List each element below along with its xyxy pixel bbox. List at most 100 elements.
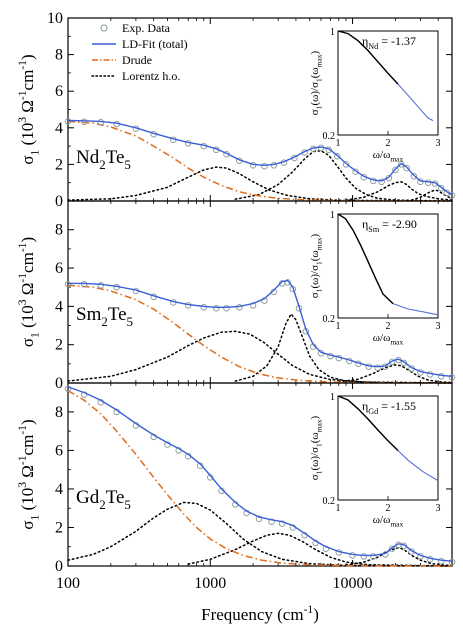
inset-y-label-part: max	[315, 419, 324, 432]
y-tick-label: 10	[47, 10, 63, 27]
y-tick-label: 2	[55, 156, 63, 173]
y-axis-label: σ1 (103 Ω-1cm-1)	[16, 237, 42, 347]
x-axis-label-part: Frequency (cm	[201, 605, 303, 624]
y-axis-label: σ1 (103 Ω-1cm-1)	[16, 54, 42, 164]
exp-data-point	[325, 146, 332, 154]
exp-data-point	[437, 184, 445, 192]
y-axis-label-part: -1	[16, 273, 29, 283]
exp-data-point	[352, 168, 359, 175]
inset-y-label-part: σ	[309, 474, 321, 480]
inset-x-tick-label: 3	[436, 138, 441, 149]
y-tick-label: 4	[55, 120, 63, 137]
inset-y-label-part: 1	[315, 288, 324, 292]
exp-data-point	[400, 542, 408, 550]
exp-data-point	[378, 178, 385, 186]
y-tick-label: 8	[55, 404, 63, 421]
y-axis-label-part: 1	[28, 332, 41, 338]
exp-data-point	[349, 552, 356, 559]
exp-data-point	[333, 152, 341, 160]
y-axis-label-part: σ	[18, 520, 37, 529]
y-axis-label-part: (10	[18, 488, 37, 515]
inset-x-label: ω/ωmax	[373, 332, 404, 347]
inset-y-label-part: max	[315, 237, 324, 250]
y-axis-label-part: (10	[18, 305, 37, 332]
y-tick-label: 4	[55, 481, 63, 498]
exp-data-point	[80, 281, 88, 288]
lorentz-curve	[187, 532, 453, 567]
inset-x-label: ω/ωmax	[373, 149, 404, 164]
exp-data-point	[64, 118, 72, 125]
legend-label: Lorentz h.o.	[122, 69, 180, 83]
inset-y-label-part: 1	[315, 470, 324, 474]
inset-x-tick-label: 3	[436, 321, 441, 332]
inset-exponent-label-part: Sm	[368, 225, 380, 234]
inset-x-label-part: ω/ω	[373, 332, 391, 344]
exp-data-point	[398, 161, 405, 168]
inset-frame	[337, 395, 439, 501]
inset-y-label-part: (ω	[309, 67, 321, 78]
inset-x-label-part: max	[390, 338, 403, 347]
y-axis-label-part: cm	[18, 70, 37, 91]
x-axis-label: Frequency (cm-1)	[201, 603, 319, 624]
inset-x-tick-label: 1	[336, 503, 341, 514]
material-label-part: Nd	[76, 147, 100, 168]
y-axis-label-part: 1	[28, 149, 41, 155]
inset-exponent-label: ηGd = -1.55	[362, 399, 416, 416]
drude-curve	[67, 284, 453, 384]
ld-fit-curve	[67, 119, 453, 196]
y-axis-label: σ1 (103 Ω-1cm-1)	[16, 419, 42, 529]
y-axis-label-part: 1	[28, 514, 41, 520]
material-label-part: Sm	[76, 304, 102, 325]
exp-data-point	[80, 118, 88, 126]
inset-y-label-part: (ω	[309, 432, 321, 443]
drude-curve	[67, 120, 453, 202]
y-tick-label: 0	[55, 193, 63, 210]
exp-data-point	[374, 364, 381, 371]
material-label: Nd2Te5	[76, 147, 131, 172]
lorentz-curve	[67, 166, 453, 202]
inset-y-label-part: (ω)/σ	[309, 447, 321, 471]
material-label-part: Te	[108, 304, 127, 325]
exp-data-point	[284, 279, 291, 286]
inset-exponent-label: ηSm = -2.90	[362, 217, 417, 234]
inset-y-label: σ1(ω)/σ1(ωmax)	[309, 415, 324, 480]
inset-x-label-part: max	[390, 520, 403, 529]
inset-y-label-part: )	[309, 50, 321, 54]
y-axis-label-part: σ	[18, 338, 37, 347]
y-axis-label-part: -1	[16, 60, 29, 70]
legend-label: Exp. Data	[122, 21, 171, 35]
y-tick-label: 0	[55, 558, 63, 575]
inset-exponent-label-part: η	[362, 399, 368, 413]
inset-x-tick-label: 1	[336, 138, 341, 149]
inset-y-label-part: )	[309, 233, 321, 237]
inset-exponent-label-part: = -1.37	[378, 34, 416, 48]
y-tick-label: 0	[55, 375, 63, 392]
inset-y-tick-label: 1	[330, 210, 335, 221]
y-axis-label-part: )	[18, 419, 37, 425]
inset-y-tick-label: 1	[330, 27, 335, 38]
inset-y-tick-label: 0.2	[323, 314, 336, 325]
inset-y-label: σ1(ω)/σ1(ωmax)	[309, 233, 324, 298]
y-axis-label-part: )	[18, 237, 37, 243]
exp-data-point	[388, 358, 396, 366]
exp-data-point	[431, 180, 439, 187]
y-tick-label: 6	[55, 260, 63, 277]
inset-y-label-part: 1	[315, 443, 324, 447]
inset-y-tick-label: 0.2	[323, 496, 336, 507]
x-tick-label: 1000	[194, 575, 226, 592]
inset-exponent-label: ηNd = -1.37	[362, 34, 416, 51]
lorentz-curve	[67, 330, 453, 384]
inset-exponent-label-part: η	[362, 34, 368, 48]
inset-y-label-part: max	[315, 54, 324, 67]
inset-x-tick-label: 3	[436, 503, 441, 514]
y-tick-label: 6	[55, 442, 63, 459]
legend-label: Drude	[122, 53, 152, 67]
y-axis-label-part: )	[18, 54, 37, 60]
exp-data-point	[448, 558, 456, 566]
exp-data-point	[268, 518, 275, 525]
inset-y-label-part: 1	[315, 78, 324, 82]
